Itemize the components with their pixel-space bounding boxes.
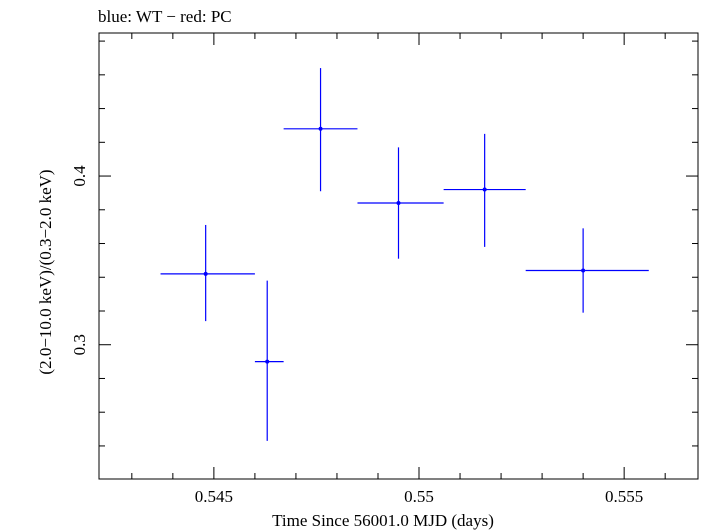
y-axis-label: (2.0−10.0 keV)/(0.3−2.0 keV) [36,169,55,374]
y-tick-label: 0.4 [70,165,89,187]
x-tick-label: 0.555 [605,487,643,506]
y-tick-labels: 0.3 0.4 [70,165,89,355]
x-tick-label: 0.545 [195,487,233,506]
error-bars [160,68,649,441]
data-point [396,201,401,206]
x-tick-labels: 0.545 0.55 0.555 [195,487,644,506]
minor-ticks [99,33,698,479]
data-point [203,271,208,276]
data-point [318,126,323,131]
plot-frame [98,32,699,480]
chart-title: blue: WT − red: PC [98,7,232,26]
x-axis-label: Time Since 56001.0 MJD (days) [272,511,494,530]
data-point [482,187,487,192]
data-point [581,268,586,273]
major-ticks [99,33,698,479]
x-tick-label: 0.55 [404,487,434,506]
y-tick-label: 0.3 [70,334,89,355]
data-point [265,359,270,364]
